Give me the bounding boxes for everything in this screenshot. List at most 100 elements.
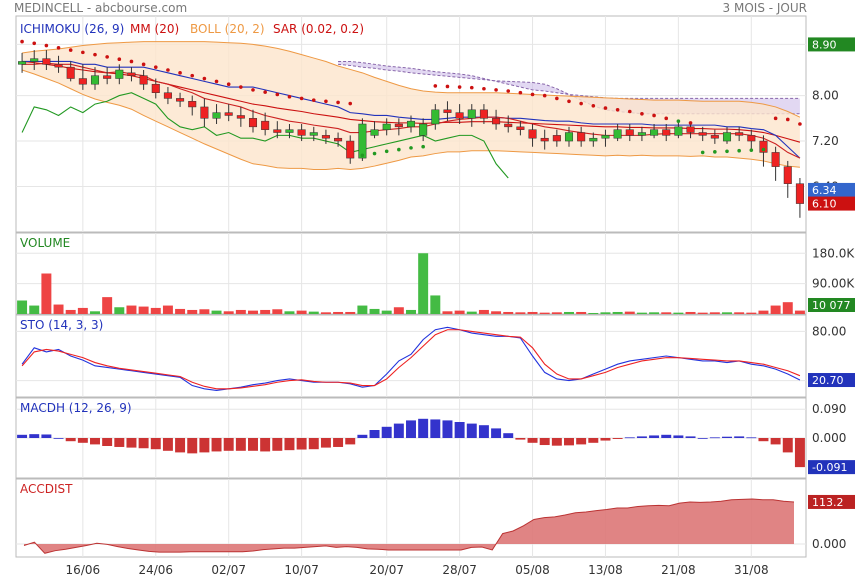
candle-18 — [236, 115, 245, 119]
sar-dot-54 — [676, 119, 681, 123]
sar-dot-24 — [311, 98, 316, 102]
vol-bar-10 — [138, 306, 149, 314]
candle-44 — [552, 135, 561, 142]
macd-bar-24 — [308, 438, 319, 450]
sar-dot-18 — [239, 85, 243, 89]
macd-bar-16 — [211, 438, 222, 452]
macd-bar-32 — [406, 420, 416, 438]
sar-dot-63 — [785, 117, 790, 122]
macd-tick-1: 0.000 — [812, 431, 846, 445]
x-tick-7: 13/08 — [588, 563, 623, 577]
macd-bar-50 — [624, 437, 635, 439]
sar-dot-47 — [591, 104, 596, 108]
vol-bar-14 — [187, 309, 198, 314]
macd-bar-56 — [697, 438, 708, 439]
macd-bar-8 — [114, 438, 125, 447]
sar-dot-56 — [700, 150, 705, 155]
macd-bar-13 — [175, 438, 186, 453]
macd-bar-42 — [527, 438, 538, 443]
price-legend-1: MM (20) — [130, 22, 179, 36]
vol-bar-21 — [272, 309, 283, 314]
vol-bar-64 — [794, 310, 805, 314]
candle-41 — [516, 126, 525, 130]
acc-legend: ACCDIST — [20, 482, 73, 496]
candle-30 — [382, 123, 391, 130]
vol-bar-62 — [770, 305, 781, 314]
candle-38 — [479, 109, 488, 119]
vol-bar-35 — [442, 311, 453, 314]
sar-dot-37 — [469, 85, 474, 90]
price-legend-2: BOLL (20, 2) — [190, 22, 265, 36]
sar-dot-40 — [506, 89, 511, 93]
macd-bar-45 — [564, 438, 574, 446]
chikou-line — [21, 92, 509, 179]
candle-53 — [662, 129, 671, 136]
sar-dot-9 — [129, 59, 134, 64]
vol-bar-22 — [284, 311, 295, 314]
macd-bar-57 — [709, 437, 720, 439]
macd-bar-43 — [539, 438, 550, 446]
vol-bar-51 — [636, 312, 647, 314]
sar-dot-45 — [567, 99, 571, 104]
candle-12 — [163, 92, 172, 99]
vol-bar-42 — [527, 311, 538, 314]
macd-bar-35 — [442, 420, 453, 438]
sar-dot-64 — [798, 122, 802, 126]
candle-63 — [783, 166, 792, 184]
candle-34 — [431, 109, 440, 125]
candle-49 — [613, 129, 622, 139]
vol-bar-39 — [491, 311, 502, 314]
vol-bar-0 — [17, 300, 28, 314]
macd-bar-20 — [260, 438, 271, 452]
candle-37 — [467, 109, 476, 119]
sar-dot-8 — [117, 57, 122, 61]
candle-52 — [650, 129, 659, 136]
macd-bar-0 — [17, 434, 28, 438]
panel-frame-2 — [15, 314, 807, 398]
sar-dot-19 — [251, 88, 255, 92]
sar-dot-1 — [32, 41, 37, 46]
macd-bar-27 — [345, 438, 356, 445]
macd-bar-2 — [41, 434, 52, 438]
sar-dot-59 — [737, 148, 741, 153]
price-legend-3: SAR (0.02, 0.2) — [273, 22, 364, 36]
sar-dot-34 — [433, 84, 438, 88]
sar-dot-7 — [105, 55, 109, 59]
vol-bar-45 — [564, 311, 574, 314]
badge-high-bg — [808, 37, 855, 52]
vol-bar-26 — [333, 311, 344, 314]
vol-bar-11 — [150, 307, 161, 314]
vol-legend: VOLUME — [20, 236, 70, 250]
macd-bar-64 — [794, 438, 805, 468]
macd-bar-15 — [199, 438, 210, 453]
period-label[interactable]: 3 MOIS - JOUR — [722, 1, 807, 15]
badge-sto: 20.70 — [812, 374, 844, 387]
sar-dot-61 — [761, 147, 766, 152]
vol-bar-4 — [65, 309, 76, 314]
vol-bar-33 — [418, 253, 429, 314]
macd-bar-12 — [162, 438, 173, 451]
vol-bar-17 — [223, 311, 234, 314]
x-tick-4: 20/07 — [369, 563, 404, 577]
macd-bar-25 — [320, 438, 331, 448]
sar-dot-10 — [141, 62, 146, 67]
x-tick-5: 28/07 — [442, 563, 477, 577]
sar-dot-11 — [153, 65, 158, 69]
sar-dot-12 — [166, 68, 170, 72]
sar-dot-60 — [749, 148, 754, 152]
sar-dot-55 — [688, 121, 693, 125]
badge-macd: -0.091 — [812, 461, 847, 474]
macd-bar-33 — [418, 418, 429, 438]
candle-1 — [30, 58, 39, 62]
sar-dot-15 — [202, 76, 207, 81]
candle-16 — [212, 112, 221, 119]
macd-bar-34 — [430, 419, 441, 438]
x-tick-2: 02/07 — [211, 563, 246, 577]
candle-23 — [297, 129, 306, 136]
badge-macd-bg — [808, 460, 855, 475]
candle-10 — [139, 75, 148, 85]
candle-32 — [406, 120, 416, 128]
vol-bar-7 — [102, 297, 113, 314]
macd-tick-0: 0.090 — [812, 402, 846, 416]
badge-last-bg — [808, 196, 855, 211]
